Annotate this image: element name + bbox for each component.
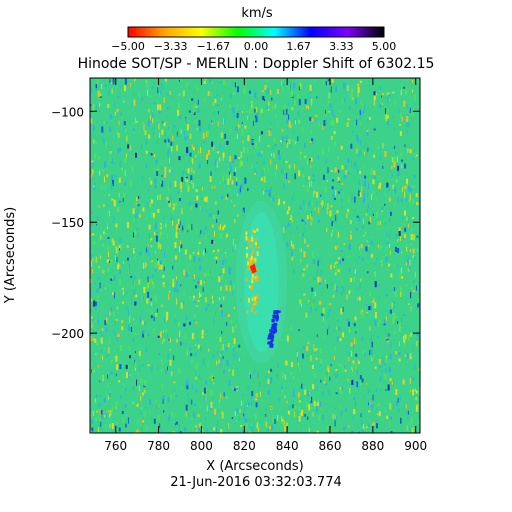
feature-core: [244, 212, 279, 353]
y-axis-ticks: −100 −150 −200: [51, 105, 420, 341]
blueshift-patch: [273, 312, 278, 315]
blueshift-patch: [269, 343, 274, 347]
y-tick-label: −200: [51, 327, 84, 341]
redshift-patch: [249, 263, 257, 274]
plot-frame: [89, 77, 421, 434]
x-axis-label: X (Arcseconds): [206, 459, 303, 474]
blueshift-patch: [267, 337, 272, 340]
blueshift-patch: [272, 314, 276, 319]
x-tick-label: 880: [361, 439, 384, 453]
blueshift-patch: [276, 312, 279, 315]
blueshift-patch: [270, 337, 274, 342]
colorbar-tick-label: 1.67: [286, 40, 311, 53]
colorbar-tick-label: 5.00: [372, 40, 397, 53]
colorbar-tick-labels: −5.00 −3.33 −1.67 0.00 1.67 3.33 5.00: [111, 40, 396, 53]
x-tick-label: 840: [276, 439, 299, 453]
x-tick-label: 760: [104, 439, 127, 453]
blueshift-patch: [270, 327, 274, 330]
x-tick-label: 780: [147, 439, 170, 453]
blueshift-patch: [272, 324, 277, 328]
colorbar-tick-label: 3.33: [329, 40, 354, 53]
colorbar-tick-label: −1.67: [196, 40, 230, 53]
colorbar-tick-label: −5.00: [111, 40, 145, 53]
blueshift-patch: [268, 333, 273, 336]
blueshift-patch: [271, 318, 275, 323]
plot-title: Hinode SOT/SP - MERLIN : Doppler Shift o…: [78, 56, 435, 72]
colorbar-tick-label: −3.33: [154, 40, 188, 53]
x-tick-label: 860: [319, 439, 342, 453]
blueshift-patch: [270, 329, 273, 334]
y-tick-label: −100: [51, 105, 84, 119]
blueshift-patch: [273, 329, 278, 333]
blueshift-patch: [267, 334, 271, 338]
x-tick-label: 820: [233, 439, 256, 453]
blueshift-patch: [275, 318, 279, 321]
observation-timestamp: 21-Jun-2016 03:32:03.774: [170, 475, 342, 490]
colorbar-tick-label: 0.00: [244, 40, 269, 53]
x-tick-label: 800: [190, 439, 213, 453]
blueshift-patch: [277, 310, 281, 313]
blueshift-patch: [268, 341, 273, 344]
y-tick-label: −150: [51, 216, 84, 230]
y-axis-label: Y (Arcseconds): [3, 207, 18, 304]
blueshift-patch: [275, 315, 279, 319]
x-tick-label: 900: [404, 439, 427, 453]
doppler-image: [90, 78, 420, 433]
colorbar-unit-label: km/s: [241, 6, 273, 21]
blueshift-patch: [273, 322, 278, 326]
blueshift-patch: [270, 335, 275, 339]
x-axis-ticks: 760 780 800 820 840 860 880 900: [104, 78, 427, 453]
blueshift-patch: [272, 330, 276, 333]
colorbar: [127, 26, 385, 38]
blueshift-patch: [273, 326, 277, 331]
